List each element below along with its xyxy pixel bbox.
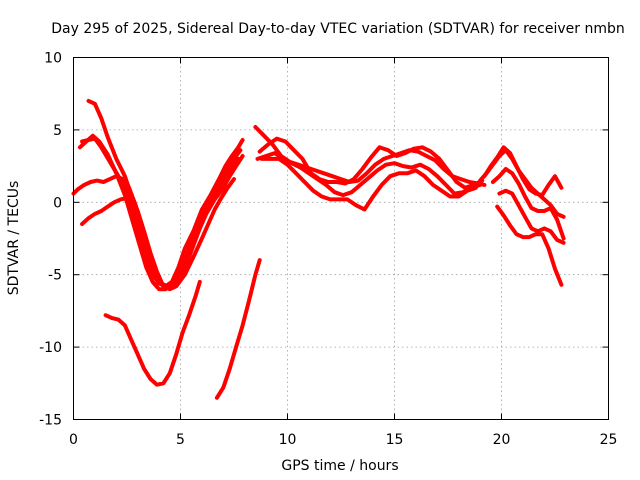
series-trace-11 xyxy=(259,156,478,212)
x-axis-label: GPS time / hours xyxy=(281,458,398,474)
x-tick-label: 20 xyxy=(493,432,511,448)
series-trace-14 xyxy=(490,167,566,241)
series-trace-16 xyxy=(495,204,564,287)
y-tick-label: -10 xyxy=(39,340,62,356)
y-tick-label: -5 xyxy=(48,268,62,284)
plot-frame xyxy=(73,57,609,420)
y-tick-label: 0 xyxy=(53,195,62,211)
series-trace-1 xyxy=(77,133,245,292)
series-trace-5 xyxy=(80,177,236,292)
series-trace-13 xyxy=(482,145,564,198)
y-tick-label: 5 xyxy=(53,123,62,139)
series-group xyxy=(71,98,566,400)
y-tick-label: 10 xyxy=(44,51,62,67)
x-tick-label: 25 xyxy=(600,432,618,448)
chart-title: Day 295 of 2025, Sidereal Day-to-day VTE… xyxy=(51,21,625,37)
grid xyxy=(73,57,609,420)
x-tick-label: 15 xyxy=(386,432,404,448)
series-trace-6 xyxy=(103,279,202,387)
y-tick-labels: -15 -10 -5 0 5 10 xyxy=(39,51,62,429)
x-tick-label: 0 xyxy=(69,432,78,448)
series-trace-3 xyxy=(86,98,245,289)
x-tick-label: 10 xyxy=(279,432,297,448)
series-trace-15 xyxy=(497,188,566,245)
x-tick-labels: 0 5 10 15 20 25 xyxy=(69,432,617,448)
x-tick-label: 5 xyxy=(176,432,185,448)
series-trace-2 xyxy=(80,136,243,289)
y-axis-label: SDTVAR / TECUs xyxy=(6,181,22,296)
y-tick-label: -15 xyxy=(39,413,62,429)
axis-ticks xyxy=(73,57,609,420)
series-trace-9 xyxy=(257,136,485,190)
series-trace-7 xyxy=(214,258,262,400)
series-trace-10 xyxy=(255,151,483,198)
